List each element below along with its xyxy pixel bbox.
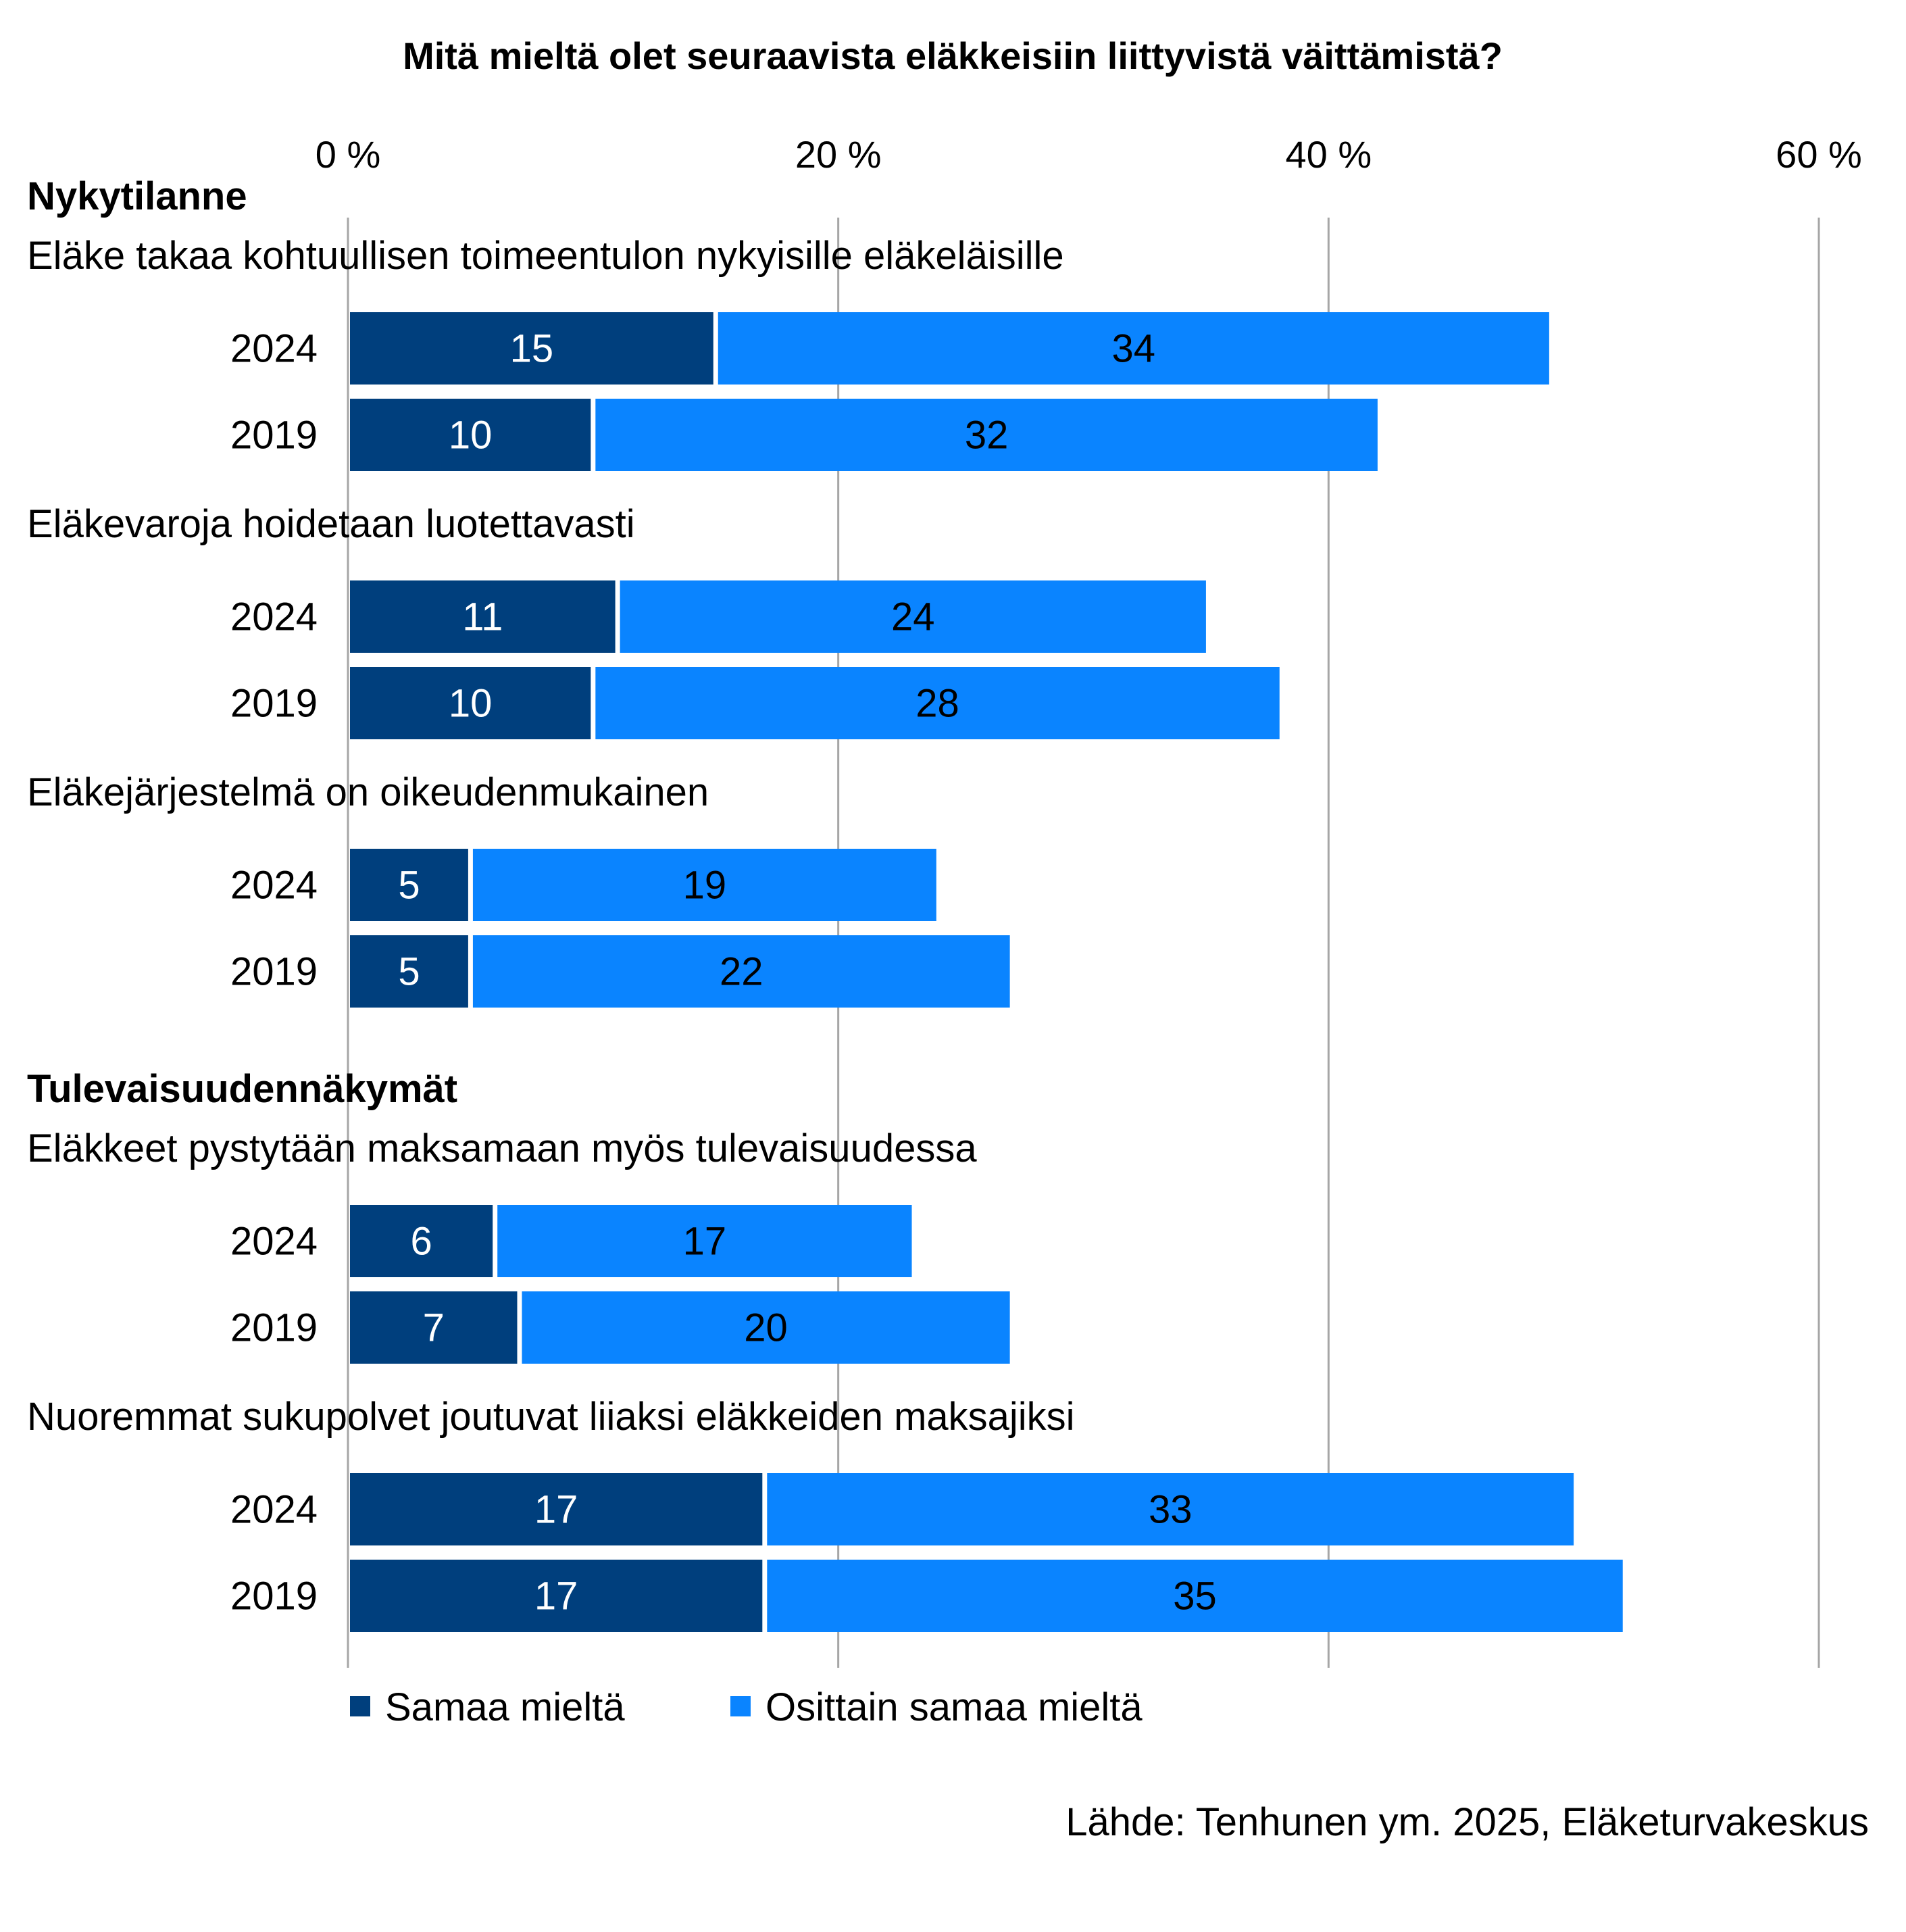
group-label: Eläkejärjestelmä on oikeudenmukainen bbox=[27, 770, 709, 814]
bar-segment bbox=[350, 580, 616, 653]
legend-label: Samaa mieltä bbox=[385, 1685, 625, 1729]
data-label: 5 bbox=[398, 864, 420, 908]
row-year-label: 2019 bbox=[230, 682, 318, 726]
row-year-label: 2019 bbox=[230, 950, 318, 994]
bar-segment bbox=[718, 312, 1549, 385]
legend-swatch bbox=[730, 1696, 751, 1716]
bar-segment bbox=[350, 1291, 518, 1364]
row-year-label: 2019 bbox=[230, 414, 318, 457]
data-label: 17 bbox=[683, 1220, 727, 1264]
data-label: 28 bbox=[916, 682, 959, 726]
bar-segment bbox=[350, 1473, 763, 1545]
data-label: 11 bbox=[462, 595, 503, 639]
data-label: 17 bbox=[534, 1488, 578, 1532]
source-note: Lähde: Tenhunen ym. 2025, Eläketurvakesk… bbox=[1065, 1800, 1869, 1844]
legend-swatch bbox=[350, 1696, 370, 1716]
data-label: 15 bbox=[510, 327, 554, 371]
data-label: 19 bbox=[683, 864, 727, 908]
bar-segment bbox=[472, 935, 1010, 1008]
bar-segment bbox=[767, 1473, 1574, 1545]
bar-segment bbox=[350, 399, 591, 471]
row-year-label: 2024 bbox=[230, 864, 318, 908]
data-label: 7 bbox=[423, 1306, 445, 1350]
data-label: 6 bbox=[410, 1220, 432, 1264]
legend: Samaa mieltä Osittain samaa mieltä bbox=[350, 1685, 1143, 1729]
row-year-label: 2024 bbox=[230, 1488, 318, 1532]
legend-label: Osittain samaa mieltä bbox=[766, 1685, 1143, 1729]
chart-title: Mitä mieltä olet seuraavista eläkkeisiin… bbox=[403, 34, 1503, 77]
row-year-label: 2024 bbox=[230, 595, 318, 639]
data-label: 34 bbox=[1112, 327, 1156, 371]
bar-segment bbox=[350, 849, 468, 921]
data-label: 17 bbox=[534, 1575, 578, 1618]
row-year-label: 2024 bbox=[230, 327, 318, 371]
group-label: Eläkevaroja hoidetaan luotettavasti bbox=[27, 502, 635, 546]
bar-segment bbox=[350, 667, 591, 739]
bar-segment bbox=[472, 849, 936, 921]
data-label: 10 bbox=[449, 682, 493, 726]
group-label: Nuoremmat sukupolvet joutuvat liiaksi el… bbox=[27, 1395, 1075, 1439]
x-tick-label: 60 % bbox=[1776, 133, 1862, 176]
bar-segment bbox=[350, 312, 713, 385]
row-year-label: 2019 bbox=[230, 1306, 318, 1350]
group-label: Eläke takaa kohtuullisen toimeentulon ny… bbox=[27, 234, 1064, 278]
data-label: 35 bbox=[1173, 1575, 1217, 1618]
bar-segment bbox=[595, 667, 1280, 739]
bar-segment bbox=[767, 1560, 1623, 1632]
section-label: Tulevaisuudennäkymät bbox=[27, 1067, 457, 1111]
row-year-label: 2024 bbox=[230, 1220, 318, 1264]
data-label: 5 bbox=[398, 950, 420, 994]
bar-segment bbox=[350, 935, 468, 1008]
bar-segment bbox=[620, 580, 1206, 653]
plot-area: Nykytilanne Eläke takaa kohtuullisen toim… bbox=[27, 174, 1623, 1632]
data-label: 24 bbox=[891, 595, 935, 639]
bar-segment bbox=[497, 1205, 912, 1277]
section-label: Nykytilanne bbox=[27, 174, 247, 218]
data-label: 33 bbox=[1149, 1488, 1193, 1532]
data-label: 22 bbox=[720, 950, 763, 994]
x-axis-ticks: 0 % 20 % 40 % 60 % bbox=[316, 133, 1862, 176]
x-tick-label: 20 % bbox=[795, 133, 882, 176]
bar-segment bbox=[522, 1291, 1010, 1364]
bar-segment bbox=[350, 1560, 763, 1632]
data-label: 20 bbox=[744, 1306, 788, 1350]
bar-segment bbox=[595, 399, 1378, 471]
group-label: Eläkkeet pystytään maksamaan myös tuleva… bbox=[27, 1126, 977, 1170]
x-tick-label: 0 % bbox=[316, 133, 381, 176]
x-tick-label: 40 % bbox=[1286, 133, 1372, 176]
row-year-label: 2019 bbox=[230, 1575, 318, 1618]
data-label: 10 bbox=[449, 414, 493, 457]
bar-segment bbox=[350, 1205, 493, 1277]
data-label: 32 bbox=[965, 414, 1009, 457]
